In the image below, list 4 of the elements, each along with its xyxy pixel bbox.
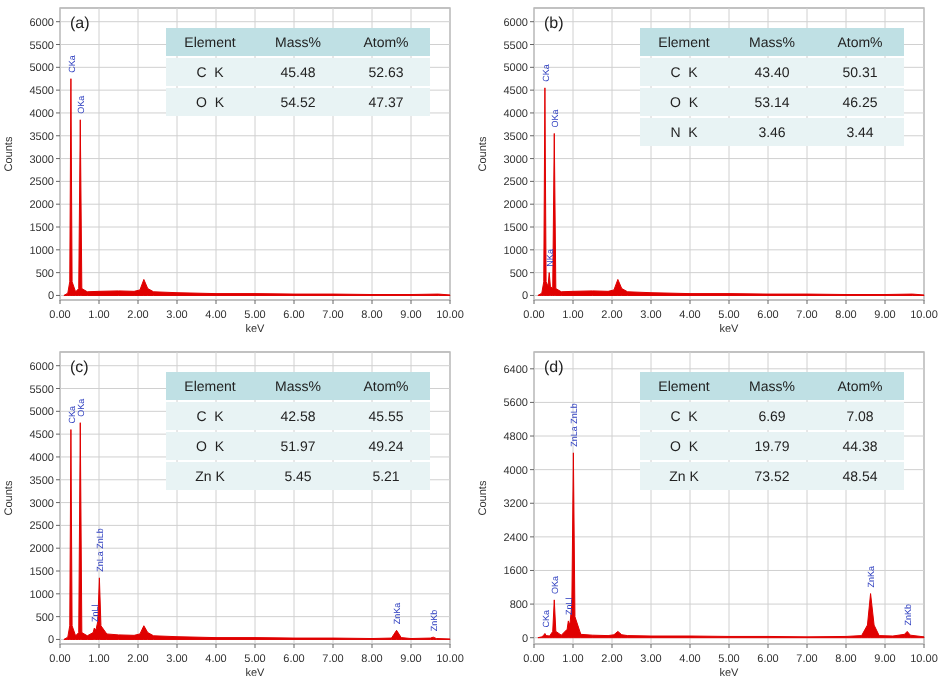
chart-title: (a) (70, 14, 91, 32)
chart-title: (d) (544, 358, 565, 376)
chart-title: (c) (70, 358, 90, 376)
chart-title: (b) (544, 14, 565, 32)
